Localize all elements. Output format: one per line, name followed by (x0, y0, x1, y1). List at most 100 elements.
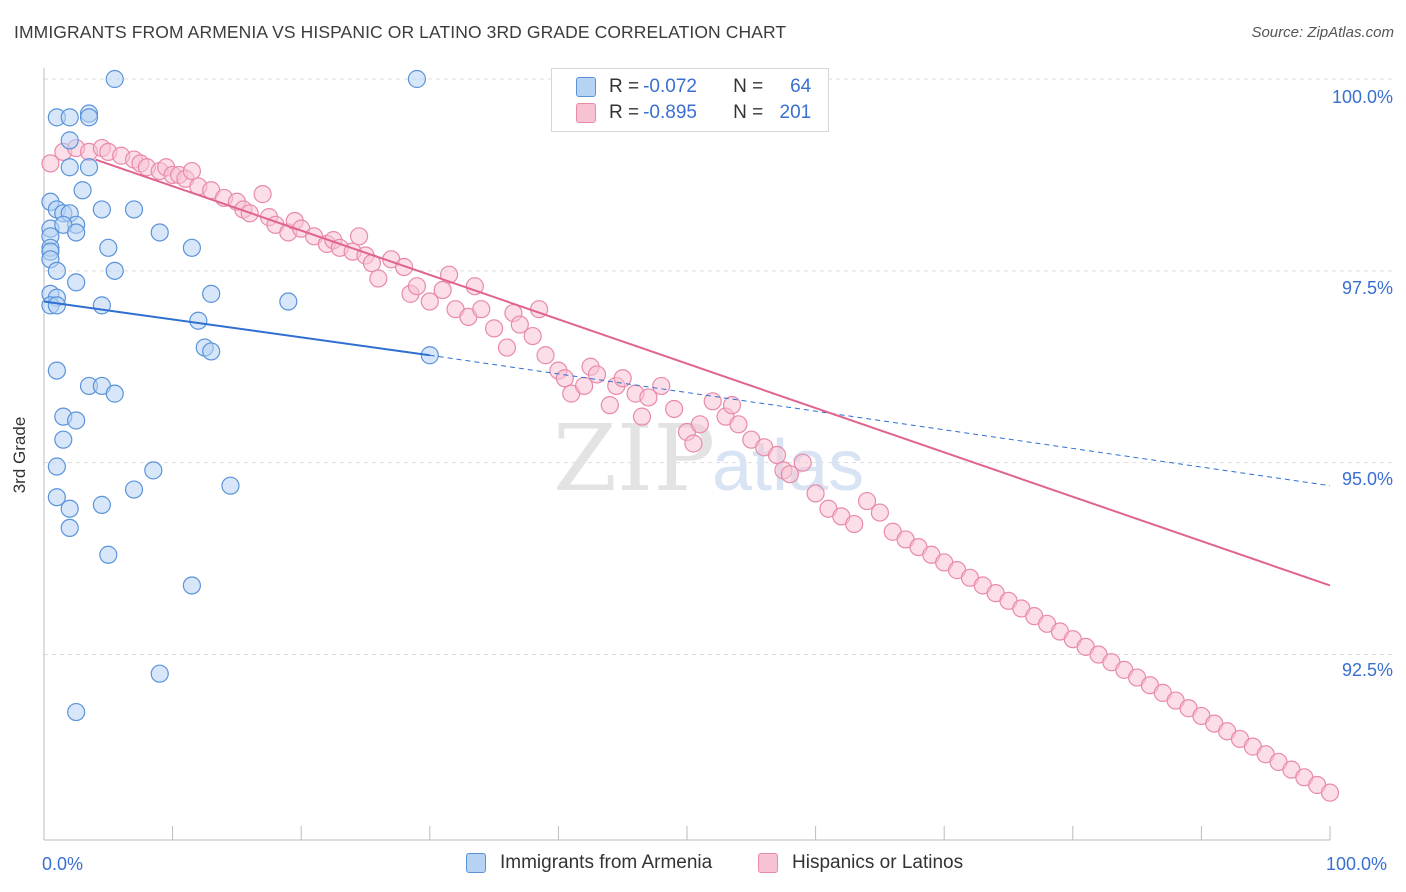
data-point (67, 411, 86, 430)
data-point (793, 453, 812, 472)
stats-legend: R = -0.072 N = 64 R = -0.895 N = 201 (551, 68, 829, 132)
data-point (202, 342, 221, 361)
legend-r-label: R = (609, 76, 640, 97)
data-point (79, 158, 99, 177)
data-point (536, 346, 555, 365)
data-point (729, 415, 748, 434)
x-tick-label-left: 0.0% (42, 854, 84, 874)
data-point (472, 300, 491, 319)
data-point (67, 702, 86, 722)
data-point (780, 465, 799, 484)
data-point (67, 223, 86, 242)
data-point (433, 280, 452, 300)
data-point (845, 514, 864, 534)
data-point (47, 361, 66, 380)
legend-item-armenia[interactable]: Immigrants from Armenia (466, 852, 712, 874)
data-point (407, 69, 427, 89)
legend-r-value: -0.895 (643, 102, 697, 123)
data-point (92, 200, 111, 219)
series-armenia-points (41, 69, 439, 722)
data-point (253, 185, 272, 204)
data-point (144, 461, 163, 480)
data-point (639, 388, 658, 407)
data-point (105, 69, 124, 89)
series-hispanics-points (41, 138, 1340, 802)
data-point (690, 415, 709, 434)
legend-label-armenia: Immigrants from Armenia (500, 852, 713, 873)
data-point (1320, 783, 1340, 802)
data-point (221, 476, 240, 495)
data-point (767, 445, 787, 465)
legend-n-label: N = (733, 102, 764, 123)
data-point (870, 503, 890, 522)
data-point (79, 108, 99, 127)
data-point (189, 311, 208, 330)
data-point (99, 545, 118, 564)
data-point (47, 261, 66, 280)
data-point (510, 315, 529, 334)
data-point (60, 108, 79, 127)
data-point (182, 576, 201, 595)
data-point (60, 518, 79, 538)
data-point (652, 376, 671, 396)
y-axis-label: 3rd Grade (10, 416, 29, 494)
y-tick-label: 100.0% (1331, 87, 1393, 107)
data-point (202, 284, 221, 303)
data-point (523, 326, 542, 346)
data-point (105, 384, 124, 403)
data-point (632, 407, 652, 426)
data-point (555, 369, 574, 388)
data-point (439, 265, 459, 284)
legend-row-armenia: R = -0.072 N = 64 (576, 75, 811, 99)
legend-r-value: -0.072 (643, 76, 697, 97)
data-point (124, 480, 144, 499)
legend-swatch-pink (758, 853, 778, 873)
data-point (124, 200, 144, 219)
data-point (47, 457, 66, 476)
grid-lines (44, 78, 1392, 656)
legend-r-label: R = (609, 102, 640, 123)
legend-label-hispanic: Hispanics or Latinos (792, 852, 964, 873)
data-point (497, 338, 517, 357)
data-point (92, 495, 111, 514)
y-tick-label: 97.5% (1341, 278, 1393, 298)
y-tick-label: 92.5% (1341, 660, 1393, 680)
data-point (722, 396, 742, 415)
data-point (54, 430, 73, 449)
trend-line-armenia-extrapolated (429, 354, 1331, 487)
data-point (600, 396, 619, 415)
data-point (182, 238, 201, 257)
data-point (369, 269, 388, 288)
data-point (73, 181, 92, 200)
legend-n-value: 64 (790, 76, 812, 97)
legend-swatch-blue (576, 77, 596, 97)
legend-item-hispanic[interactable]: Hispanics or Latinos (758, 852, 963, 874)
data-point (99, 238, 118, 257)
legend-n-label: N = (733, 76, 764, 97)
trend-line-hispanic (95, 158, 1331, 587)
data-point (182, 161, 201, 181)
data-point (684, 434, 703, 453)
data-point (485, 319, 504, 338)
axes (43, 68, 1331, 841)
data-point (150, 664, 169, 683)
trend-line-armenia (43, 300, 430, 357)
legend-swatch-blue (466, 853, 486, 873)
data-point (47, 488, 66, 507)
data-point (279, 292, 298, 311)
data-point (349, 227, 369, 246)
legend-row-hispanic: R = -0.895 N = 201 (576, 101, 811, 125)
trend-lines (43, 158, 1331, 587)
data-point (407, 277, 427, 296)
data-point (665, 399, 684, 419)
data-point (420, 292, 439, 311)
data-point (150, 223, 169, 242)
data-point (857, 491, 877, 511)
y-tick-label: 95.0% (1341, 469, 1393, 489)
data-point (67, 273, 86, 292)
legend-swatch-pink (576, 103, 596, 123)
chart-title: IMMIGRANTS FROM ARMENIA VS HISPANIC OR L… (14, 22, 787, 42)
data-point (465, 277, 484, 296)
data-point (806, 484, 825, 503)
legend-n-value: 201 (779, 102, 812, 123)
